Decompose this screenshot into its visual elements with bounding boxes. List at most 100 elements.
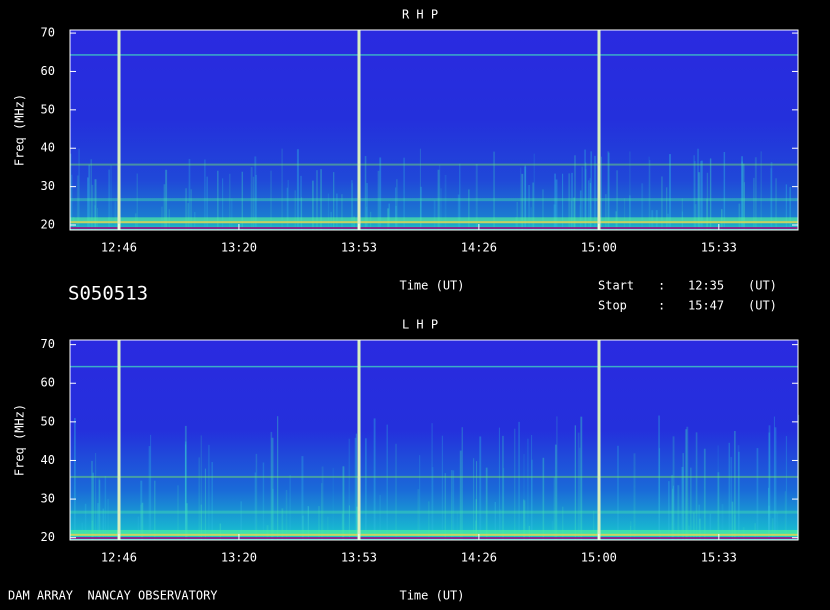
streak <box>433 200 436 230</box>
x-tick-label: 15:33 <box>701 241 737 255</box>
streak <box>252 176 255 230</box>
streak <box>98 480 101 540</box>
streak <box>254 472 256 540</box>
streak <box>377 170 380 230</box>
streak <box>355 433 357 540</box>
streak <box>669 154 671 230</box>
streak <box>571 172 573 230</box>
streak <box>73 216 75 230</box>
streak <box>114 201 117 230</box>
streak <box>585 169 587 230</box>
streak <box>493 151 495 230</box>
calibration-line <box>117 340 121 540</box>
streak <box>774 427 777 540</box>
streak <box>574 425 577 540</box>
x-axis-label: Time (UT) <box>399 589 464 603</box>
streak <box>136 173 138 230</box>
streak <box>285 490 288 540</box>
calibration-line <box>597 340 601 540</box>
frame <box>69 29 799 231</box>
streak <box>641 183 644 230</box>
streak <box>102 508 105 540</box>
streak <box>438 165 441 230</box>
stop-sep: : <box>658 299 665 313</box>
streak <box>307 505 310 540</box>
streak <box>459 450 462 540</box>
streak <box>395 187 397 230</box>
streak <box>340 194 343 230</box>
streak <box>110 165 112 230</box>
streak <box>768 425 771 540</box>
streak <box>562 506 564 540</box>
streak <box>321 483 323 540</box>
streak <box>270 170 272 230</box>
streak <box>379 157 382 230</box>
streak <box>479 436 482 540</box>
streak <box>516 201 519 230</box>
band <box>70 537 798 539</box>
streak <box>524 166 527 230</box>
x-tick-label: 12:46 <box>101 241 137 255</box>
streak <box>366 182 368 230</box>
streak <box>681 466 684 540</box>
streak <box>204 159 206 230</box>
streak <box>333 172 335 230</box>
y-tick-label: 70 <box>41 26 55 40</box>
streak <box>473 458 475 540</box>
streak <box>76 175 79 230</box>
streak <box>553 204 556 230</box>
streak <box>457 194 460 230</box>
streak <box>561 173 564 230</box>
streak <box>695 432 698 540</box>
streak <box>354 437 357 540</box>
streak <box>733 430 736 540</box>
y-tick-label: 30 <box>41 492 55 506</box>
streak <box>756 448 759 540</box>
streak <box>90 159 92 230</box>
streak <box>554 173 556 230</box>
streak <box>741 161 743 230</box>
y-tick-label: 20 <box>41 530 55 544</box>
spectrogram-panel: L H P Freq (MHz) 20 30 40 50 60 70 12:46 13:20 13:… <box>13 318 800 603</box>
streak <box>502 435 504 540</box>
streak <box>200 504 202 540</box>
streak <box>440 188 442 230</box>
streak <box>301 456 304 540</box>
streak <box>700 160 703 230</box>
streak <box>431 423 433 540</box>
streak <box>107 217 110 230</box>
streak <box>530 435 533 540</box>
streak <box>668 481 670 540</box>
x-axis-label: Time (UT) <box>399 279 464 293</box>
y-axis-label: Freq (MHz) <box>13 94 27 166</box>
streak <box>608 152 610 230</box>
streak <box>600 156 602 230</box>
streak <box>648 156 650 230</box>
y-tick-label: 70 <box>41 337 55 351</box>
streak <box>532 182 534 230</box>
streak <box>475 164 478 230</box>
streak <box>316 170 318 230</box>
streak <box>281 508 284 540</box>
streak <box>699 518 701 540</box>
streak <box>289 475 291 540</box>
band <box>70 365 798 368</box>
streak <box>185 188 187 230</box>
x-tick-label: 14:26 <box>461 551 497 565</box>
streak <box>177 485 179 540</box>
streak <box>417 489 420 540</box>
band <box>70 227 798 229</box>
streak <box>579 447 581 540</box>
streak <box>753 177 755 230</box>
start-time: 12:35 <box>688 279 724 293</box>
streak <box>84 503 87 540</box>
streak <box>514 428 516 540</box>
x-tick-label: 13:53 <box>341 241 377 255</box>
streak <box>348 505 350 540</box>
streak <box>418 455 421 540</box>
streak <box>570 200 573 230</box>
streak <box>476 461 478 540</box>
streak <box>468 189 470 230</box>
streak <box>499 509 502 540</box>
spectrogram-field <box>70 340 798 540</box>
